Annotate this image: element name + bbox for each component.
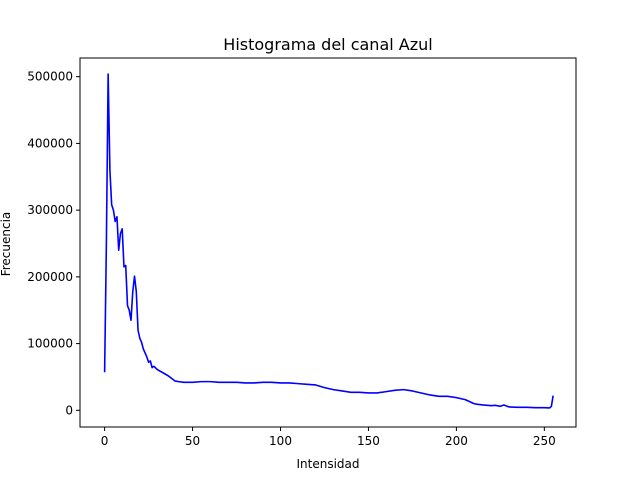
y-tick-label: 100000 <box>27 337 73 351</box>
series-line-0 <box>103 73 554 409</box>
x-tick-label: 200 <box>445 434 468 448</box>
y-tick-label: 300000 <box>27 203 73 217</box>
axis-ticks: 0 50 100 150 200 250 0 100000 200000 300000 400000… <box>27 70 556 448</box>
y-tick-label: 400000 <box>27 136 73 150</box>
plot-frame <box>79 57 577 428</box>
chart-title: Histograma del canal Azul <box>223 35 432 54</box>
plot-area <box>103 73 554 409</box>
y-tick-label: 500000 <box>27 70 73 84</box>
x-tick-label: 100 <box>269 434 292 448</box>
x-tick-label: 50 <box>185 434 200 448</box>
x-tick-label: 250 <box>533 434 556 448</box>
x-axis-label: Intensidad <box>296 457 359 471</box>
y-axis-label: Frecuencia <box>0 212 13 277</box>
y-tick-label: 200000 <box>27 270 73 284</box>
x-tick-label: 150 <box>357 434 380 448</box>
x-tick-label: 0 <box>101 434 109 448</box>
y-tick-label: 0 <box>65 403 73 417</box>
